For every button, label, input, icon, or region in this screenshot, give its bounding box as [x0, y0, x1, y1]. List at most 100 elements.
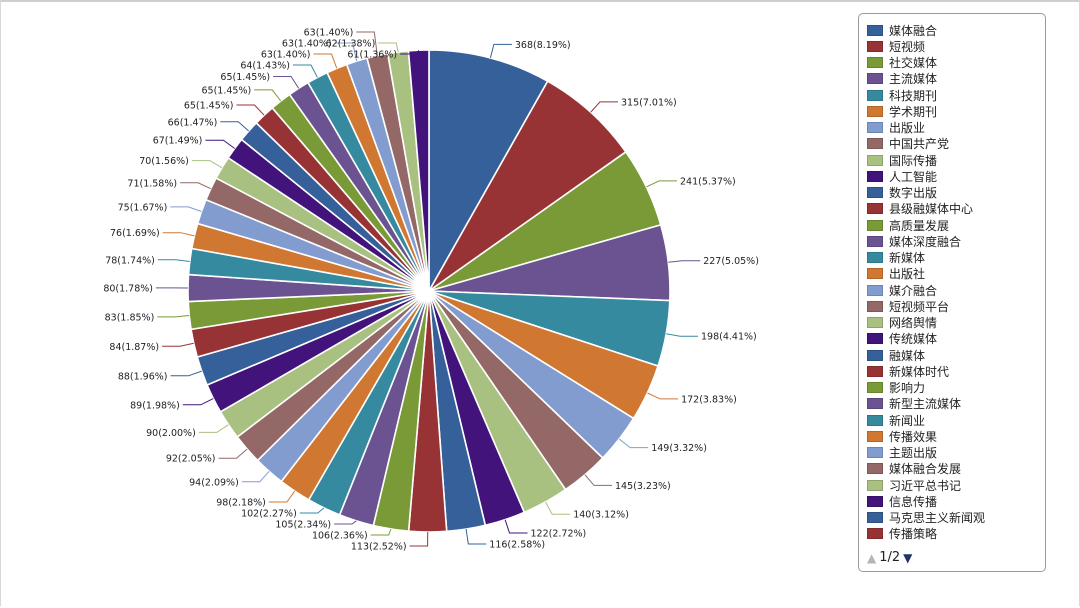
label-line	[180, 183, 211, 189]
legend-items: 媒体融合短视频社交媒体主流媒体科技期刊学术期刊出版业中国共产党国际传播人工智能数…	[867, 22, 1043, 544]
legend-item[interactable]: 中国共产党	[867, 136, 1043, 152]
legend-item[interactable]: 传播效果	[867, 428, 1043, 444]
slice-data-label: 88(1.96%)	[118, 371, 168, 382]
legend-item[interactable]: 出版社	[867, 266, 1043, 282]
legend-item[interactable]: 高质量发展	[867, 217, 1043, 233]
legend-swatch	[867, 512, 883, 523]
label-line	[254, 90, 281, 101]
legend-label: 媒体融合发展	[889, 460, 961, 477]
legend-item[interactable]: 主流媒体	[867, 71, 1043, 87]
label-line	[293, 65, 317, 77]
legend-label: 传统媒体	[889, 330, 937, 347]
label-line	[334, 521, 356, 524]
slice-data-label: 71(1.58%)	[127, 178, 177, 189]
legend-item[interactable]: 新闻业	[867, 412, 1043, 428]
legend-item[interactable]: 科技期刊	[867, 87, 1043, 103]
legend-item[interactable]: 马克思主义新闻观	[867, 510, 1043, 526]
legend-label: 国际传播	[889, 152, 937, 169]
legend-label: 传播策略	[889, 525, 937, 542]
legend-item[interactable]: 新型主流媒体	[867, 396, 1043, 412]
slice-data-label: 227(5.05%)	[703, 256, 759, 267]
legend-item[interactable]: 人工智能	[867, 168, 1043, 184]
slice-data-label: 78(1.74%)	[105, 255, 155, 266]
legend-pager: ▲ 1/2 ▼	[867, 550, 912, 565]
legend-swatch	[867, 90, 883, 101]
label-line	[192, 161, 222, 168]
legend-item[interactable]: 新媒体时代	[867, 363, 1043, 379]
legend-label: 传播效果	[889, 428, 937, 445]
label-line	[269, 491, 295, 502]
slice-data-label: 61(1.36%)	[347, 50, 397, 61]
legend-item[interactable]: 国际传播	[867, 152, 1043, 168]
legend-label: 媒介融合	[889, 282, 937, 299]
slice-data-label: 89(1.98%)	[130, 400, 180, 411]
label-line	[183, 399, 214, 405]
label-line	[410, 532, 428, 546]
legend-label: 出版业	[889, 119, 925, 136]
legend-swatch	[867, 236, 883, 247]
legend-item[interactable]: 信息传播	[867, 493, 1043, 509]
legend-item[interactable]: 社交媒体	[867, 55, 1043, 71]
legend-item[interactable]: 出版业	[867, 120, 1043, 136]
legend-item[interactable]: 媒介融合	[867, 282, 1043, 298]
slice-data-label: 113(2.52%)	[351, 542, 407, 553]
legend-item[interactable]: 传统媒体	[867, 331, 1043, 347]
legend-label: 网络舆情	[889, 314, 937, 331]
label-line	[157, 316, 189, 317]
legend-item[interactable]: 短视频	[867, 38, 1043, 54]
legend-swatch	[867, 431, 883, 442]
legend-swatch	[867, 73, 883, 84]
legend-item[interactable]: 媒介化	[867, 542, 1043, 544]
legend-label: 媒体深度融合	[889, 233, 961, 250]
legend-item[interactable]: 主题出版	[867, 445, 1043, 461]
label-line	[466, 529, 486, 544]
legend-swatch	[867, 301, 883, 312]
slice-data-label: 67(1.49%)	[153, 136, 203, 147]
label-line	[666, 334, 698, 337]
slice-data-label: 70(1.56%)	[139, 156, 189, 167]
label-line	[170, 207, 201, 212]
legend-item[interactable]: 媒体深度融合	[867, 233, 1043, 249]
legend-next-page-icon[interactable]: ▼	[903, 551, 912, 565]
legend-item[interactable]: 县级融媒体中心	[867, 201, 1043, 217]
slice-data-label: 140(3.12%)	[573, 510, 629, 521]
legend-item[interactable]: 影响力	[867, 380, 1043, 396]
legend-item[interactable]: 数字出版	[867, 185, 1043, 201]
legend-prev-page-icon[interactable]: ▲	[867, 551, 876, 565]
slice-data-label: 65(1.45%)	[184, 101, 234, 112]
legend-item[interactable]: 媒体融合发展	[867, 461, 1043, 477]
legend-item[interactable]: 媒体融合	[867, 22, 1043, 38]
slice-data-label: 106(2.36%)	[312, 531, 368, 542]
slice-data-label: 63(1.40%)	[261, 50, 311, 61]
label-line	[171, 371, 202, 376]
slice-data-label: 65(1.45%)	[220, 72, 270, 83]
legend-swatch	[867, 268, 883, 279]
legend-label: 高质量发展	[889, 217, 949, 234]
slice-data-label: 76(1.69%)	[110, 228, 160, 239]
slice-data-label: 64(1.43%)	[240, 61, 290, 72]
legend-label: 融媒体	[889, 347, 925, 364]
legend-swatch	[867, 366, 883, 377]
label-line	[162, 343, 194, 346]
legend: 媒体融合短视频社交媒体主流媒体科技期刊学术期刊出版业中国共产党国际传播人工智能数…	[858, 13, 1046, 572]
legend-item[interactable]: 短视频平台	[867, 298, 1043, 314]
legend-item[interactable]: 传播策略	[867, 526, 1043, 542]
legend-item[interactable]: 新媒体	[867, 250, 1043, 266]
legend-item[interactable]: 习近平总书记	[867, 477, 1043, 493]
legend-swatch	[867, 398, 883, 409]
legend-swatch	[867, 171, 883, 182]
legend-swatch	[867, 285, 883, 296]
legend-swatch	[867, 350, 883, 361]
legend-swatch	[867, 25, 883, 36]
legend-label: 县级融媒体中心	[889, 200, 973, 217]
legend-item[interactable]: 网络舆情	[867, 315, 1043, 331]
slice-data-label: 122(2.72%)	[531, 529, 587, 540]
label-line	[490, 44, 512, 58]
slice-data-label: 98(2.18%)	[216, 498, 266, 509]
slice-data-label: 145(3.23%)	[615, 481, 671, 492]
legend-item[interactable]: 融媒体	[867, 347, 1043, 363]
legend-label: 主题出版	[889, 444, 937, 461]
legend-label: 数字出版	[889, 184, 937, 201]
slice-data-label: 315(7.01%)	[621, 97, 677, 108]
legend-item[interactable]: 学术期刊	[867, 103, 1043, 119]
